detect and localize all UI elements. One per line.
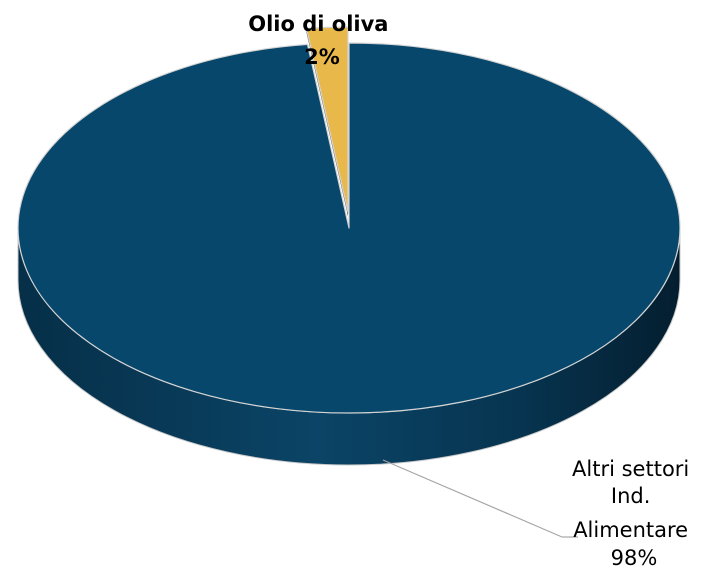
data-label-altri-settori: Altri settori Ind. Alimentare 98%: [572, 457, 696, 569]
label-line: Ind.: [611, 484, 651, 508]
label-line: Olio di oliva: [248, 12, 388, 36]
leader-line: [382, 459, 563, 538]
label-line: Altri settori: [572, 457, 689, 481]
label-line: 98%: [611, 546, 658, 569]
pie-slice-altri-settori-ind-alimentare: [17, 42, 681, 414]
label-line: Alimentare: [573, 518, 688, 542]
data-label-olio-di-oliva: Olio di oliva 2%: [248, 12, 396, 69]
label-line: 2%: [304, 45, 340, 69]
pie-top-faces: [17, 26, 681, 414]
pie-slice-olio-di-oliva: [305, 26, 349, 213]
